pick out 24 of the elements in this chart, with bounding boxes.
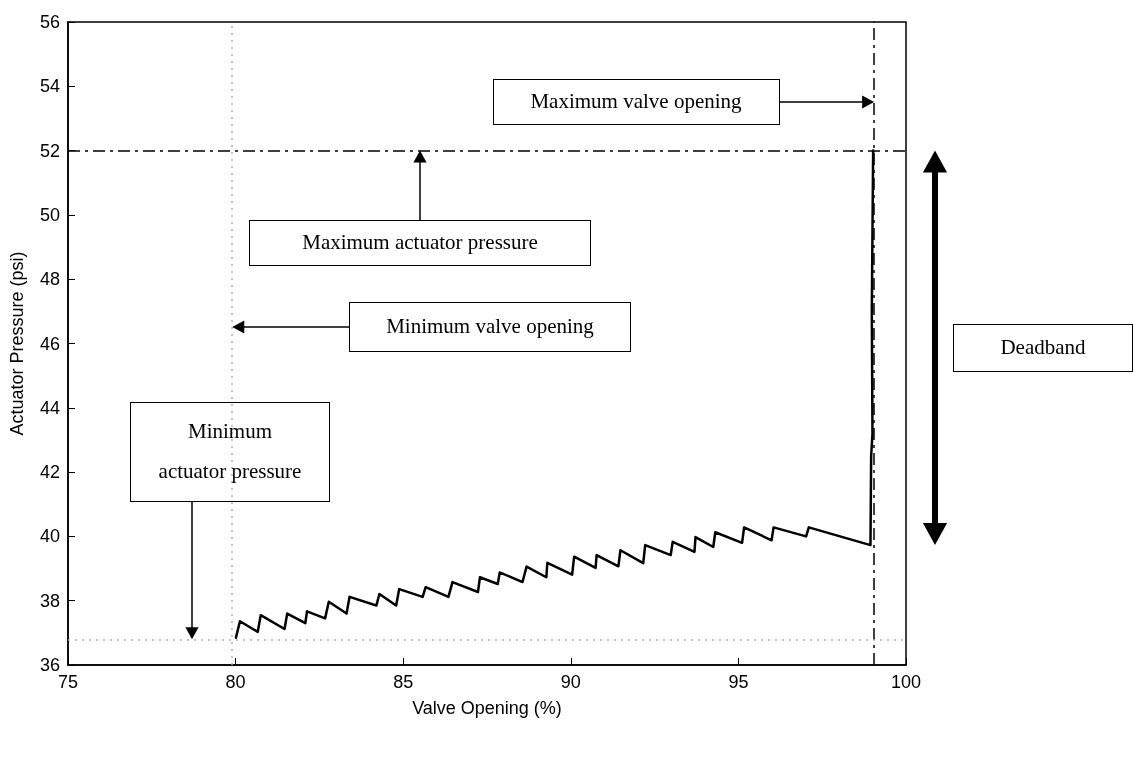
y-tick-label: 50 (39, 204, 60, 225)
y-tick-label: 46 (39, 333, 60, 354)
annotation: Minimum valve opening (349, 302, 631, 352)
y-tick-label: 52 (39, 140, 60, 161)
x-tick-label: 80 (225, 672, 246, 692)
x-tick-label: 75 (57, 672, 79, 692)
y-tick-label: 36 (39, 655, 60, 675)
y-axis-title: Actuator Pressure (psi) (7, 251, 27, 436)
y-tick-label: 42 (39, 462, 60, 483)
y-tick-label: 48 (39, 269, 60, 290)
x-tick-label: 100 (890, 672, 922, 692)
x-axis-title: Valve Opening (%) (412, 698, 562, 718)
y-tick-label: 38 (39, 590, 60, 611)
x-tick-label: 90 (560, 672, 581, 692)
annotation: Minimum actuator pressure (130, 402, 330, 502)
y-tick-label: 56 (39, 12, 60, 32)
y-tick-label: 40 (39, 526, 60, 547)
annotation: Maximum valve opening (492, 79, 780, 125)
y-tick-label: 44 (39, 397, 60, 418)
x-tick-label: 85 (393, 672, 414, 692)
y-tick-label: 54 (39, 76, 60, 97)
text: Deadband (953, 323, 1133, 372)
annotation: Maximum actuator pressure (249, 220, 591, 266)
x-tick-label: 95 (728, 672, 749, 692)
